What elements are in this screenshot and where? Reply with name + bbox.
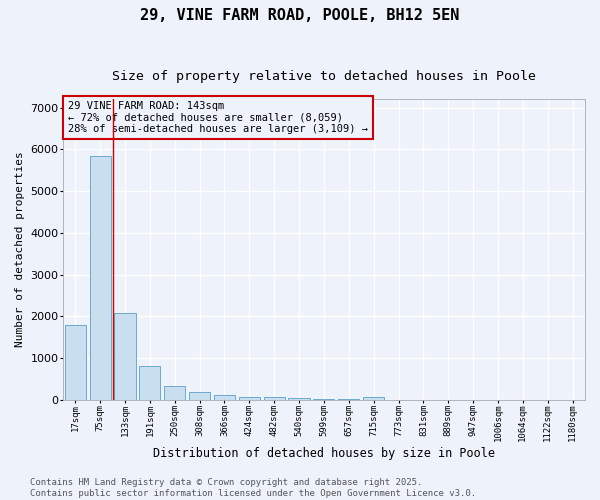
Bar	[189, 392, 210, 400]
Text: 29 VINE FARM ROAD: 143sqm
← 72% of detached houses are smaller (8,059)
28% of se: 29 VINE FARM ROAD: 143sqm ← 72% of detac…	[68, 101, 368, 134]
Bar	[338, 399, 359, 400]
Bar	[263, 397, 285, 400]
Title: Size of property relative to detached houses in Poole: Size of property relative to detached ho…	[112, 70, 536, 83]
Bar	[164, 386, 185, 400]
Bar	[313, 399, 334, 400]
Bar	[115, 314, 136, 400]
Text: 29, VINE FARM ROAD, POOLE, BH12 5EN: 29, VINE FARM ROAD, POOLE, BH12 5EN	[140, 8, 460, 22]
Bar	[139, 366, 160, 400]
X-axis label: Distribution of detached houses by size in Poole: Distribution of detached houses by size …	[153, 447, 495, 460]
Bar	[239, 396, 260, 400]
Bar	[65, 326, 86, 400]
Bar	[363, 397, 384, 400]
Bar	[89, 156, 111, 400]
Bar	[289, 398, 310, 400]
Text: Contains HM Land Registry data © Crown copyright and database right 2025.
Contai: Contains HM Land Registry data © Crown c…	[30, 478, 476, 498]
Bar	[214, 396, 235, 400]
Y-axis label: Number of detached properties: Number of detached properties	[15, 152, 25, 348]
